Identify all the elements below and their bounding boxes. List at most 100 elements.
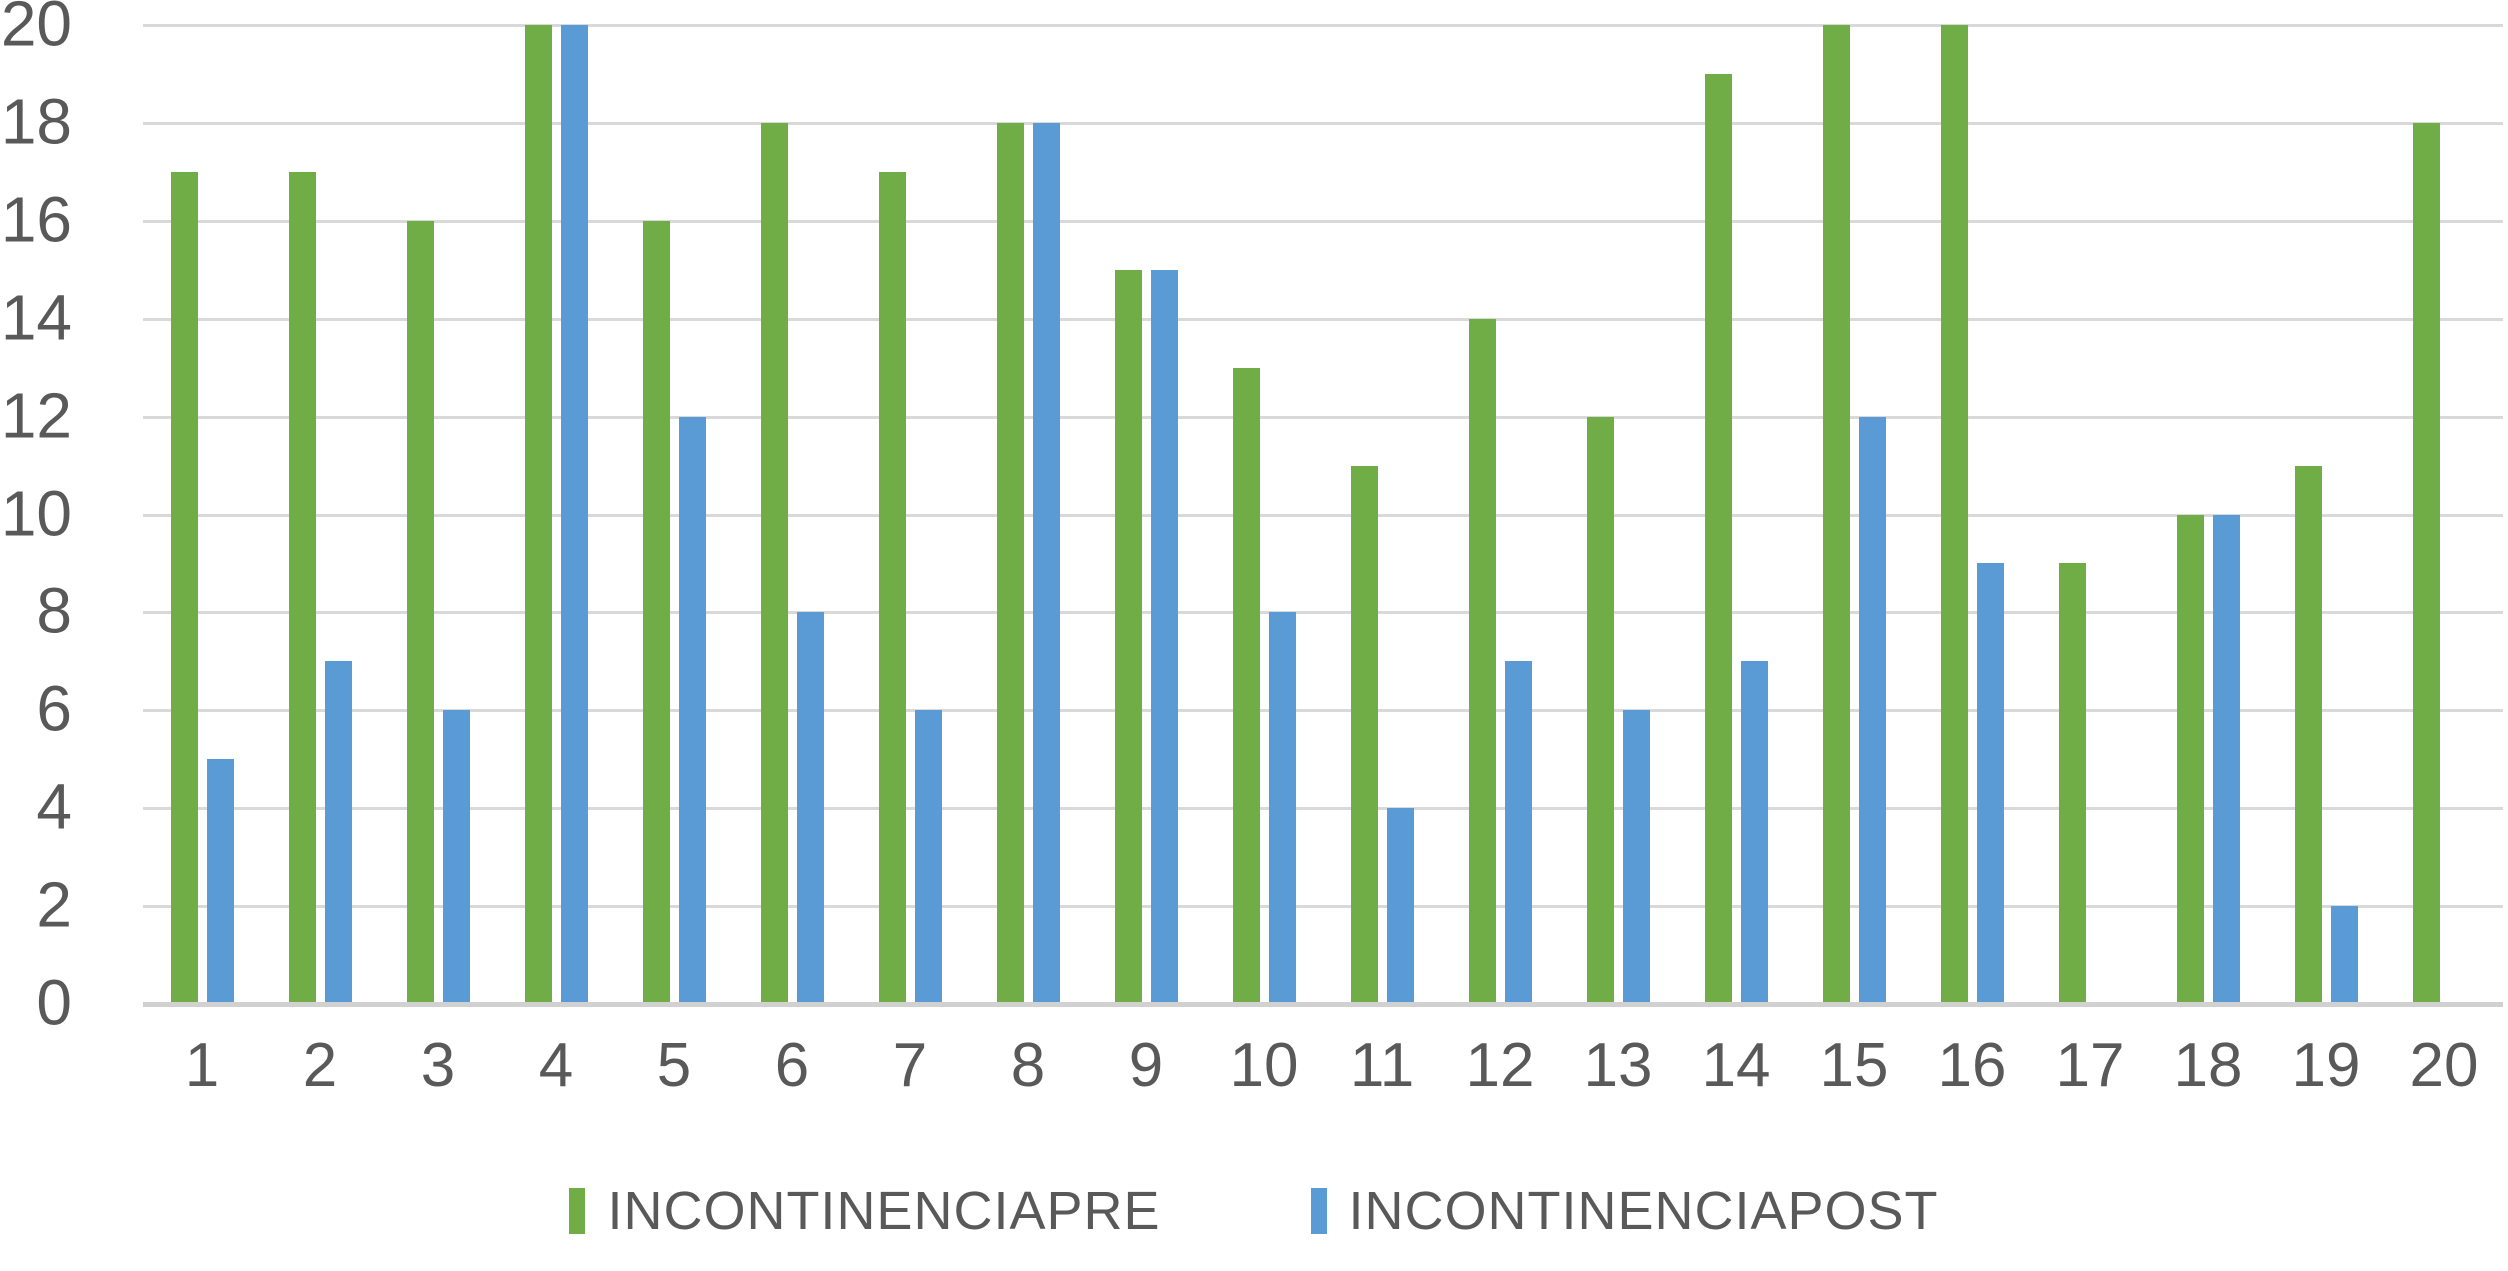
bar-pre-5 <box>642 220 670 1004</box>
bar-post-4 <box>560 25 588 1004</box>
bar-post-13 <box>1622 710 1650 1004</box>
bar-post-6 <box>796 612 824 1004</box>
bar-pre-8 <box>996 122 1024 1004</box>
x-tick-label-2: 2 <box>302 1031 338 1100</box>
x-tick-label-11: 11 <box>1349 1031 1415 1100</box>
x-tick-label-10: 10 <box>1229 1031 1299 1100</box>
bar-post-10 <box>1268 612 1296 1004</box>
bar-post-7 <box>914 710 942 1004</box>
y-tick-label-8: 8 <box>36 574 72 647</box>
bar-groups <box>143 25 2503 1004</box>
bar-group-7 <box>851 25 969 1004</box>
x-tick-label-13: 13 <box>1583 1031 1653 1100</box>
bar-pre-19 <box>2294 465 2322 1004</box>
gridline-y8 <box>143 611 2503 615</box>
bar-post-3 <box>442 710 470 1004</box>
bar-group-11 <box>1323 25 1441 1004</box>
x-axis: 1 2 3 4 5 6 7 8 9 10 11 12 13 14 15 16 17 18 19 20 <box>143 1030 2503 1101</box>
gridline-y20 <box>143 24 2503 27</box>
bar-group-4 <box>497 25 615 1004</box>
legend-label-post: INCONTINENCIAPOST <box>1348 1181 1939 1241</box>
y-tick-label-20: 20 <box>0 0 72 60</box>
x-tick-label-4: 4 <box>538 1031 574 1100</box>
bar-pre-13 <box>1586 416 1614 1004</box>
bar-group-6 <box>733 25 851 1004</box>
bar-post-14 <box>1740 661 1768 1004</box>
x-axis-line <box>143 1002 2503 1007</box>
legend-item-pre: INCONTINENCIAPRE <box>569 1180 1160 1242</box>
bar-pre-15 <box>1822 25 1850 1004</box>
bar-post-5 <box>678 416 706 1004</box>
y-tick-label-6: 6 <box>36 672 72 745</box>
bar-post-1 <box>206 759 234 1004</box>
bar-pre-12 <box>1468 318 1496 1004</box>
bar-group-18 <box>2149 25 2267 1004</box>
x-tick-label-3: 3 <box>420 1031 456 1100</box>
y-tick-label-16: 16 <box>0 183 72 256</box>
bar-post-18 <box>2212 514 2240 1004</box>
bar-pre-10 <box>1232 367 1260 1004</box>
bar-pre-1 <box>170 171 198 1004</box>
x-tick-label-5: 5 <box>656 1031 692 1100</box>
bar-group-16 <box>1913 25 2031 1004</box>
bar-group-8 <box>969 25 1087 1004</box>
bar-post-9 <box>1150 269 1178 1004</box>
bar-group-20 <box>2385 25 2503 1004</box>
bar-pre-4 <box>524 25 552 1004</box>
bar-pre-17 <box>2058 563 2086 1004</box>
bar-pre-14 <box>1704 73 1732 1004</box>
y-tick-label-2: 2 <box>36 868 72 941</box>
gridline-y4 <box>143 807 2503 811</box>
y-tick-label-0: 0 <box>36 966 72 1039</box>
y-tick-label-14: 14 <box>0 281 72 354</box>
x-tick-label-6: 6 <box>774 1031 810 1100</box>
bar-pre-20 <box>2412 122 2440 1004</box>
x-tick-label-17: 17 <box>2055 1031 2125 1100</box>
x-tick-label-14: 14 <box>1701 1031 1771 1100</box>
bar-group-10 <box>1205 25 1323 1004</box>
gridline-y2 <box>143 905 2503 909</box>
bar-pre-2 <box>288 171 316 1004</box>
bar-pre-7 <box>878 171 906 1004</box>
gridline-y14 <box>143 317 2503 321</box>
bar-group-12 <box>1441 25 1559 1004</box>
bar-group-9 <box>1087 25 1205 1004</box>
x-tick-label-8: 8 <box>1010 1031 1046 1100</box>
bar-post-19 <box>2330 906 2358 1004</box>
x-tick-label-18: 18 <box>2173 1031 2243 1100</box>
x-tick-label-12: 12 <box>1465 1031 1535 1100</box>
bar-post-16 <box>1976 563 2004 1004</box>
gridline-y16 <box>143 219 2503 223</box>
x-tick-label-1: 1 <box>184 1031 220 1100</box>
bar-post-2 <box>324 661 352 1004</box>
y-tick-label-12: 12 <box>0 379 72 452</box>
bar-pre-18 <box>2176 514 2204 1004</box>
bar-group-2 <box>261 25 379 1004</box>
x-tick-label-19: 19 <box>2291 1031 2361 1100</box>
bar-post-8 <box>1032 122 1060 1004</box>
bar-group-17 <box>2031 25 2149 1004</box>
x-tick-label-20: 20 <box>2409 1031 2479 1100</box>
bar-post-11 <box>1386 808 1414 1004</box>
bar-pre-16 <box>1940 25 1968 1004</box>
legend-label-pre: INCONTINENCIAPRE <box>607 1181 1161 1241</box>
bar-group-3 <box>379 25 497 1004</box>
bar-group-14 <box>1677 25 1795 1004</box>
legend-swatch-post <box>1310 1188 1327 1234</box>
bar-pre-6 <box>760 122 788 1004</box>
x-tick-label-15: 15 <box>1819 1031 1889 1100</box>
plot-area <box>143 24 2503 1006</box>
bar-pre-9 <box>1114 269 1142 1004</box>
gridline-y12 <box>143 415 2503 419</box>
x-tick-label-7: 7 <box>892 1031 928 1100</box>
bar-post-12 <box>1504 661 1532 1004</box>
bar-group-15 <box>1795 25 1913 1004</box>
y-tick-label-10: 10 <box>0 477 72 550</box>
legend-item-post: INCONTINENCIAPOST <box>1310 1180 1939 1242</box>
bar-group-1 <box>143 25 261 1004</box>
gridline-y6 <box>143 709 2503 713</box>
gridline-y10 <box>143 513 2503 517</box>
legend-swatch-pre <box>569 1188 586 1234</box>
gridline-y18 <box>143 121 2503 125</box>
y-tick-label-4: 4 <box>36 770 72 843</box>
